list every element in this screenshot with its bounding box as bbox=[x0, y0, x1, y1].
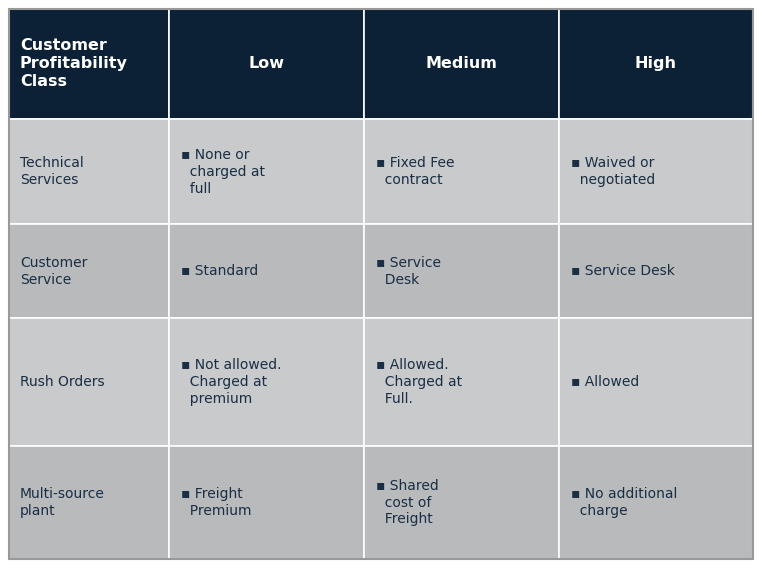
Text: ▪ Allowed.
  Charged at
  Full.: ▪ Allowed. Charged at Full. bbox=[376, 358, 463, 406]
Text: ▪ Shared
  cost of
  Freight: ▪ Shared cost of Freight bbox=[376, 479, 439, 527]
Text: ▪ Service
  Desk: ▪ Service Desk bbox=[376, 256, 441, 287]
Bar bbox=[169, 9, 364, 119]
Bar bbox=[169, 446, 364, 559]
Text: ▪ Service Desk: ▪ Service Desk bbox=[571, 264, 675, 278]
Text: ▪ Waived or
  negotiated: ▪ Waived or negotiated bbox=[571, 156, 655, 187]
Bar bbox=[9, 119, 169, 224]
Bar bbox=[9, 446, 169, 559]
Text: ▪ None or
  charged at
  full: ▪ None or charged at full bbox=[181, 148, 265, 195]
Text: ▪ Freight
  Premium: ▪ Freight Premium bbox=[181, 487, 251, 518]
Bar bbox=[559, 446, 753, 559]
Text: ▪ Not allowed.
  Charged at
  premium: ▪ Not allowed. Charged at premium bbox=[181, 358, 282, 406]
Bar bbox=[9, 318, 169, 446]
Bar bbox=[169, 318, 364, 446]
Text: ▪ No additional
  charge: ▪ No additional charge bbox=[571, 487, 677, 518]
Text: Customer
Profitability
Class: Customer Profitability Class bbox=[20, 39, 128, 89]
Text: Rush Orders: Rush Orders bbox=[20, 375, 104, 389]
Bar bbox=[559, 318, 753, 446]
Bar bbox=[364, 9, 559, 119]
Text: Multi-source
plant: Multi-source plant bbox=[20, 487, 104, 518]
Text: Medium: Medium bbox=[425, 56, 498, 72]
Bar bbox=[559, 9, 753, 119]
Text: ▪ Fixed Fee
  contract: ▪ Fixed Fee contract bbox=[376, 156, 455, 187]
Bar bbox=[364, 446, 559, 559]
Bar bbox=[364, 318, 559, 446]
Bar bbox=[169, 119, 364, 224]
Text: Customer
Service: Customer Service bbox=[20, 256, 87, 287]
Text: ▪ Standard: ▪ Standard bbox=[181, 264, 258, 278]
Bar bbox=[9, 224, 169, 318]
Bar bbox=[364, 224, 559, 318]
Text: High: High bbox=[635, 56, 677, 72]
Text: Low: Low bbox=[248, 56, 284, 72]
Bar bbox=[9, 9, 169, 119]
Text: ▪ Allowed: ▪ Allowed bbox=[571, 375, 639, 389]
Bar bbox=[364, 119, 559, 224]
Bar bbox=[169, 224, 364, 318]
Text: Technical
Services: Technical Services bbox=[20, 156, 84, 187]
Bar bbox=[559, 224, 753, 318]
Bar bbox=[559, 119, 753, 224]
